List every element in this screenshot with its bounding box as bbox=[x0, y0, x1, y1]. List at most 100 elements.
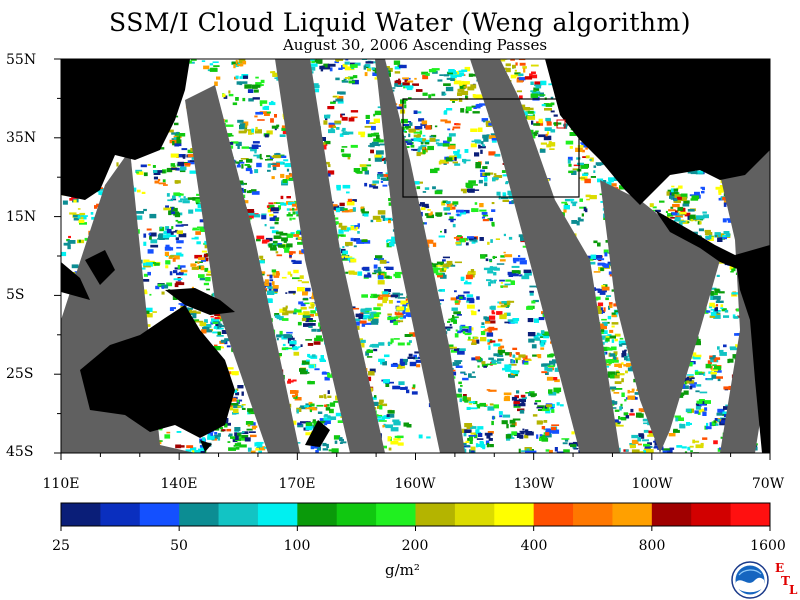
cloud-cell bbox=[398, 64, 407, 69]
cloud-cell bbox=[443, 207, 450, 211]
cloud-cell bbox=[305, 407, 309, 410]
cloud-cell bbox=[214, 344, 218, 347]
cloud-cell bbox=[394, 71, 401, 74]
cloud-cell bbox=[361, 211, 369, 214]
cloud-cell bbox=[492, 255, 496, 259]
cloud-cell bbox=[725, 233, 731, 237]
cloud-cell bbox=[219, 318, 224, 322]
cloud-cell bbox=[629, 444, 636, 448]
cloud-cell bbox=[448, 133, 456, 137]
cloud-cell bbox=[619, 344, 623, 347]
cloud-cell bbox=[308, 306, 314, 309]
cloud-cell bbox=[729, 266, 735, 270]
cloud-cell bbox=[394, 66, 401, 70]
cloud-cell bbox=[171, 132, 179, 135]
cloud-cell bbox=[530, 64, 539, 67]
cloud-cell bbox=[236, 164, 241, 168]
cloud-cell bbox=[692, 440, 700, 443]
cloud-cell bbox=[398, 381, 405, 385]
cloud-cell bbox=[525, 431, 533, 436]
cloud-cell bbox=[294, 393, 299, 397]
cloud-cell bbox=[463, 291, 470, 294]
cloud-cell bbox=[383, 379, 390, 384]
cloud-cell bbox=[286, 310, 295, 314]
cloud-cell bbox=[276, 338, 279, 341]
cloud-cell bbox=[237, 385, 244, 389]
cloud-cell bbox=[518, 398, 526, 403]
cloud-cell bbox=[378, 358, 385, 362]
cloud-cell bbox=[199, 440, 203, 444]
cloud-cell bbox=[698, 399, 705, 402]
cloud-cell bbox=[328, 122, 335, 125]
cloud-cell bbox=[511, 56, 517, 59]
cloud-cell bbox=[173, 211, 180, 216]
cloud-cell bbox=[571, 170, 577, 175]
cloud-cell bbox=[716, 412, 723, 416]
cloud-cell bbox=[264, 224, 267, 227]
cloud-cell bbox=[162, 234, 170, 238]
cloud-cell bbox=[774, 216, 777, 219]
cloud-cell bbox=[224, 423, 228, 428]
cloud-cell bbox=[150, 244, 159, 248]
cloud-cell bbox=[501, 197, 509, 200]
cloud-cell bbox=[158, 233, 164, 236]
cloud-cell bbox=[453, 237, 461, 239]
cloud-cell bbox=[173, 278, 181, 281]
cloud-cell bbox=[714, 370, 722, 373]
cloud-cell bbox=[178, 154, 186, 158]
cloud-cell bbox=[373, 264, 378, 269]
cloud-cell bbox=[321, 372, 330, 375]
cloud-cell bbox=[175, 167, 180, 171]
cloud-cell bbox=[98, 191, 103, 195]
cloud-cell bbox=[665, 449, 673, 453]
cloud-cell bbox=[699, 404, 706, 406]
cloud-cell bbox=[358, 131, 366, 135]
cloud-cell bbox=[648, 432, 655, 437]
cloud-cell bbox=[599, 292, 606, 295]
cloud-cell bbox=[396, 435, 404, 439]
cloud-cell bbox=[487, 218, 491, 221]
cloud-cell bbox=[480, 254, 486, 259]
cloud-cell bbox=[239, 126, 247, 130]
cloud-cell bbox=[379, 143, 385, 146]
cloud-cell bbox=[360, 311, 364, 315]
cloud-cell bbox=[430, 134, 437, 138]
cloud-cell bbox=[511, 270, 520, 274]
cloud-cell bbox=[527, 115, 536, 120]
cloud-cell bbox=[310, 445, 319, 449]
cloud-cell bbox=[675, 210, 678, 213]
cloud-cell bbox=[549, 148, 555, 150]
cloud-cell bbox=[419, 202, 425, 205]
cloud-cell bbox=[623, 364, 628, 367]
cloud-cell bbox=[459, 72, 465, 77]
cloud-cell bbox=[564, 439, 569, 442]
cloud-cell bbox=[361, 322, 366, 327]
cloud-cell bbox=[653, 446, 659, 449]
cloud-cell bbox=[464, 66, 471, 72]
cloud-cell bbox=[671, 455, 677, 459]
cloud-cell bbox=[515, 62, 518, 66]
cloud-cell bbox=[195, 320, 204, 323]
cloud-cell bbox=[174, 122, 179, 126]
cloud-cell bbox=[191, 155, 196, 160]
cloud-cell bbox=[654, 442, 658, 446]
cloud-cell bbox=[505, 182, 508, 185]
cloud-cell bbox=[269, 226, 275, 229]
cloud-cell bbox=[153, 176, 158, 180]
cloud-cell bbox=[368, 158, 371, 161]
cloud-cell bbox=[688, 422, 692, 425]
cloud-cell bbox=[450, 206, 456, 210]
cloud-cell bbox=[487, 406, 495, 411]
cloud-cell bbox=[325, 118, 328, 121]
cloud-cell bbox=[331, 448, 339, 453]
cloud-cell bbox=[278, 244, 286, 248]
cloud-cell bbox=[321, 65, 330, 70]
cloud-cell bbox=[77, 215, 81, 219]
cloud-cell bbox=[717, 418, 720, 423]
cloud-cell bbox=[174, 115, 179, 118]
cloud-cell bbox=[387, 341, 391, 346]
cloud-cell bbox=[464, 429, 472, 433]
cloud-cell bbox=[704, 233, 709, 236]
cloud-cell bbox=[333, 435, 341, 440]
cloud-cell bbox=[75, 454, 82, 458]
